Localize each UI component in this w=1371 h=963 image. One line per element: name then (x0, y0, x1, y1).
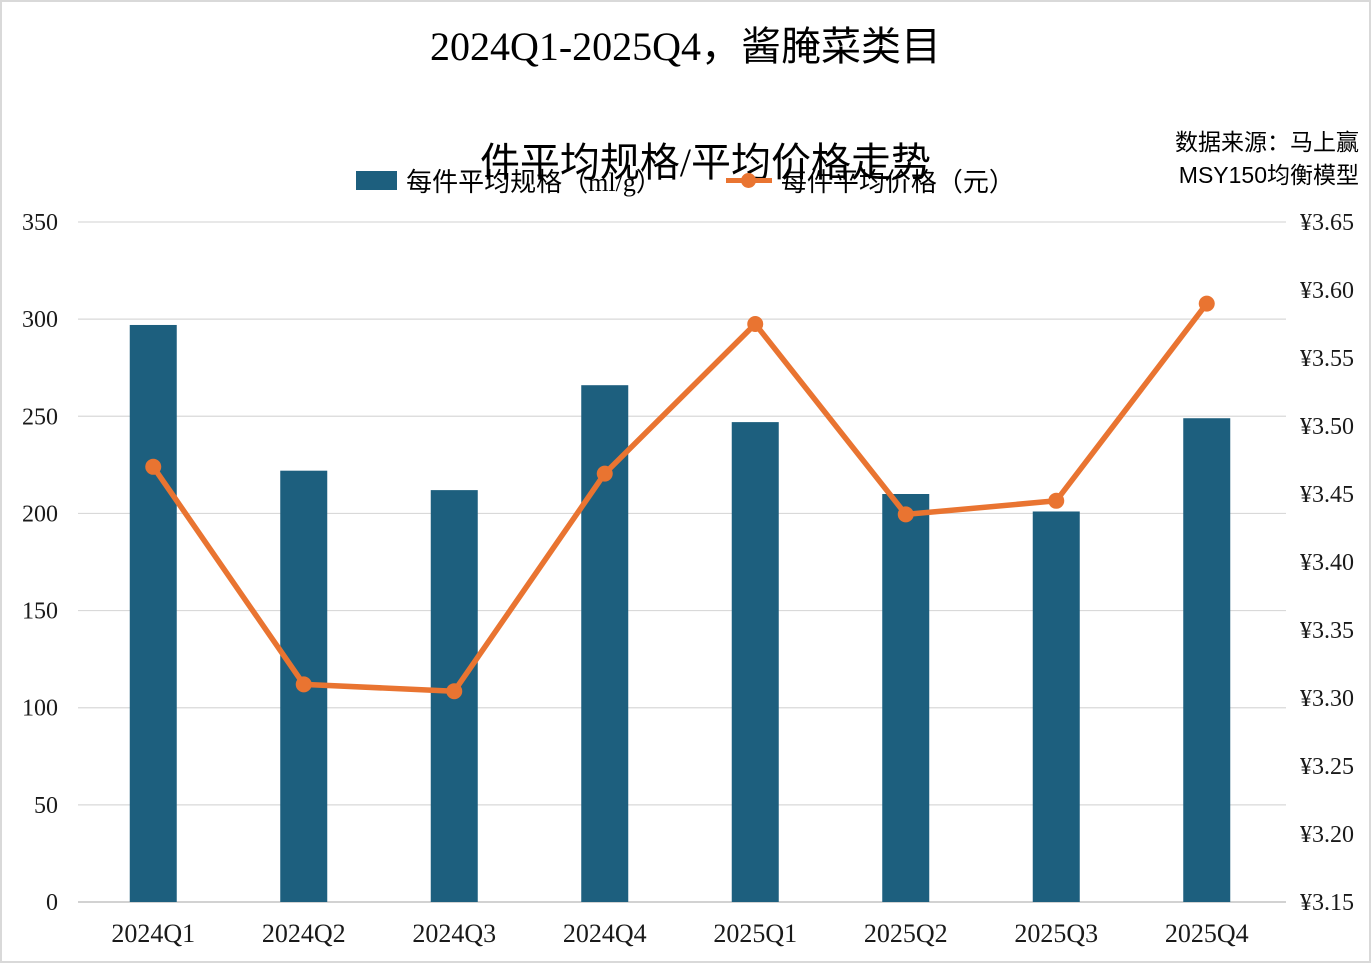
right-axis-tick-label: ¥3.35 (1300, 618, 1354, 644)
left-axis-tick-label: 0 (46, 890, 58, 916)
bar-2024Q4 (581, 385, 629, 902)
marker-2025Q4 (1198, 295, 1215, 312)
legend-item-price: 每件平均价格（元） (725, 162, 1015, 199)
data-source-line2: MSY150均衡模型 (1178, 162, 1359, 188)
right-axis-tick-label: ¥3.60 (1300, 278, 1354, 304)
left-axis-tick-label: 250 (22, 404, 58, 430)
legend-label-price: 每件平均价格（元） (780, 168, 1015, 197)
marker-2024Q4 (596, 465, 613, 482)
left-axis-tick-label: 350 (22, 210, 58, 236)
right-axis-tick-label: ¥3.45 (1300, 482, 1354, 508)
left-axis-tick-label: 200 (22, 501, 58, 527)
x-label-2024Q4: 2024Q4 (563, 919, 647, 948)
bar-2025Q4 (1183, 418, 1231, 902)
right-axis-tick-label: ¥3.30 (1300, 686, 1354, 712)
bar-2025Q2 (882, 494, 930, 902)
left-axis-labels: 350 300 250 200 150 100 50 0 (22, 210, 58, 916)
data-source-line1: 数据来源：马上赢 (1175, 130, 1359, 155)
left-axis-tick-label: 300 (22, 307, 58, 333)
x-axis-labels: 2024Q1 2024Q2 2024Q3 2024Q4 2025Q1 2025Q2 2025… (111, 919, 1248, 948)
x-label-2024Q1: 2024Q1 (111, 919, 195, 948)
legend-line-swatch-icon (725, 173, 772, 189)
chart-legend: 每件平均规格（ml/g） 每件平均价格（元） (2, 162, 1369, 199)
legend-item-spec: 每件平均规格（ml/g） (356, 162, 662, 199)
legend-bar-swatch-icon (356, 171, 398, 190)
left-axis-tick-label: 50 (34, 793, 58, 819)
right-axis-tick-label: ¥3.55 (1300, 346, 1354, 372)
x-label-2025Q3: 2025Q3 (1014, 919, 1098, 948)
bar-2025Q1 (731, 422, 779, 902)
marker-2024Q3 (446, 683, 463, 700)
right-axis-tick-label: ¥3.20 (1300, 822, 1354, 848)
price-line (150, 300, 1210, 694)
right-axis-tick-label: ¥3.50 (1300, 414, 1354, 440)
chart-title-line2: 件平均规格/平均价格走势 (479, 140, 932, 185)
right-axis-tick-label: ¥3.65 (1300, 210, 1354, 236)
marker-2025Q2 (897, 506, 914, 523)
bar-2024Q1 (129, 324, 177, 902)
marker-2025Q1 (747, 316, 764, 332)
chart-title: 2024Q1-2025Q4，酱腌菜类目 件平均规格/平均价格走势 (2, 18, 1369, 250)
right-axis-labels: ¥3.65 ¥3.60 ¥3.55 ¥3.50 ¥3.45 ¥3.40 ¥3.35 ¥3.30… (1300, 210, 1354, 916)
x-label-2024Q2: 2024Q2 (262, 919, 346, 948)
legend-label-spec: 每件平均规格（ml/g） (406, 168, 662, 197)
x-label-2025Q2: 2025Q2 (864, 919, 948, 948)
legend-line-marker-icon (741, 173, 757, 188)
right-axis-tick-label: ¥3.40 (1300, 550, 1354, 576)
marker-2024Q2 (295, 676, 312, 693)
bars-series (129, 324, 1231, 902)
left-axis-tick-label: 100 (22, 696, 58, 722)
price-line-markers (145, 295, 1215, 700)
x-label-2025Q1: 2025Q1 (713, 919, 797, 948)
right-axis-tick-label: ¥3.25 (1300, 754, 1354, 780)
marker-2025Q3 (1048, 492, 1065, 509)
x-label-2025Q4: 2025Q4 (1165, 919, 1249, 948)
chart-title-line1: 2024Q1-2025Q4，酱腌菜类目 (429, 24, 942, 69)
left-axis-tick-label: 150 (22, 599, 58, 625)
bar-2025Q3 (1032, 511, 1080, 902)
data-source-note: 数据来源：马上赢 MSY150均衡模型 (1175, 126, 1359, 192)
right-axis-tick-label: ¥3.15 (1300, 890, 1354, 916)
gridlines (78, 221, 1286, 903)
marker-2024Q1 (145, 458, 162, 475)
x-label-2024Q3: 2024Q3 (412, 919, 496, 948)
